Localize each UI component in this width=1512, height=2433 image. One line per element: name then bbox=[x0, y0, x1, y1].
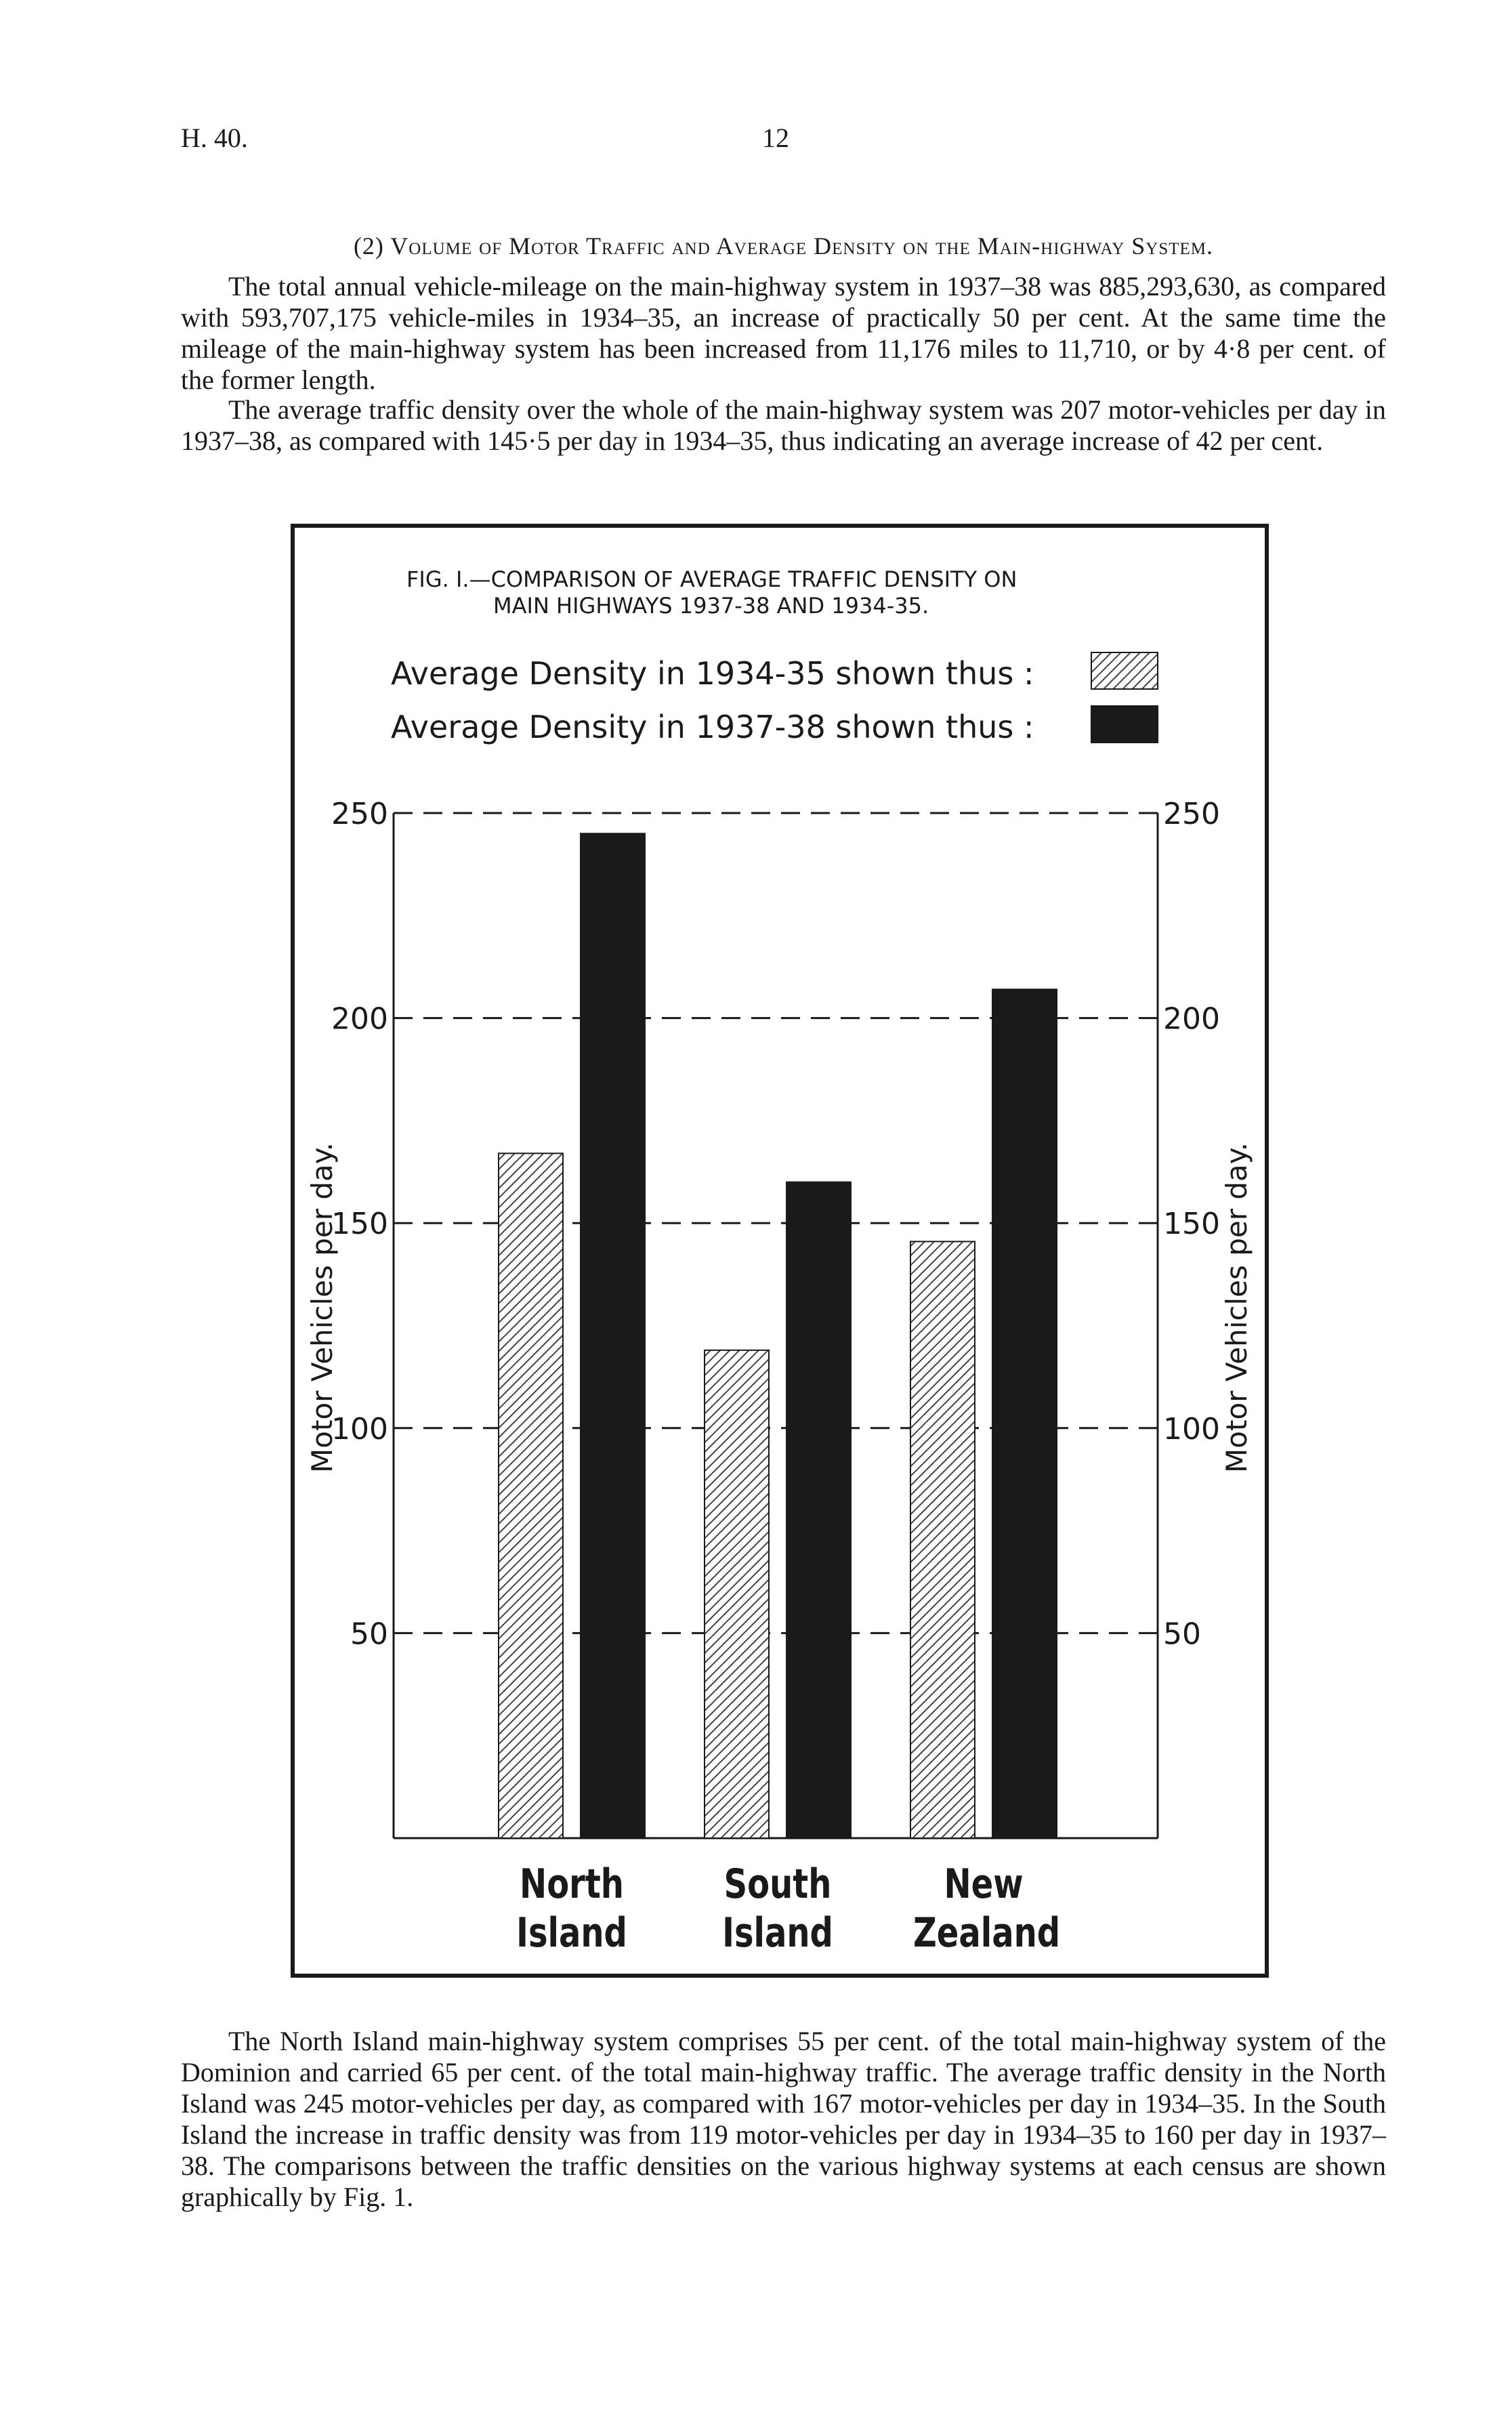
x-tick-label: North Island bbox=[516, 1860, 627, 1957]
paragraph: The average traffic density over the who… bbox=[181, 394, 1386, 456]
page-number: 12 bbox=[762, 123, 789, 153]
legend-swatch bbox=[1091, 652, 1158, 690]
bar bbox=[580, 833, 646, 1839]
y2-tick-label: 250 bbox=[1163, 797, 1220, 831]
chart-title: MAIN HIGHWAYS 1937-38 AND 1934-35. bbox=[493, 593, 929, 619]
paragraph: The North Island main-highway system com… bbox=[181, 2026, 1386, 2212]
y2-tick-label: 100 bbox=[1163, 1412, 1220, 1447]
chart-title: FIG. I.—COMPARISON OF AVERAGE TRAFFIC DE… bbox=[406, 566, 1017, 592]
bar bbox=[786, 1181, 852, 1839]
y2-tick-label: 200 bbox=[1163, 1002, 1220, 1037]
x-tick-label: South Island bbox=[722, 1860, 833, 1957]
paragraph: The total annual vehicle-mileage on the … bbox=[181, 271, 1386, 395]
section-title: (2) Volume of Motor Traffic and Average … bbox=[353, 232, 1214, 259]
y2-tick-label: 150 bbox=[1163, 1207, 1220, 1241]
y-tick-label: 250 bbox=[331, 797, 388, 831]
bar bbox=[498, 1152, 564, 1839]
y-tick-label: 150 bbox=[331, 1207, 388, 1241]
bar bbox=[992, 989, 1057, 1839]
y-tick-label: 200 bbox=[331, 1002, 388, 1037]
legend-label: Average Density in 1934-35 shown thus : bbox=[391, 655, 1034, 692]
bar bbox=[704, 1349, 770, 1839]
figure-frame bbox=[291, 524, 1269, 1978]
y-axis-label: Motor Vehicles per day. bbox=[1220, 1142, 1253, 1473]
header-left: H. 40. bbox=[181, 123, 248, 153]
legend-label: Average Density in 1937-38 shown thus : bbox=[391, 709, 1034, 745]
x-tick-label: New Zealand bbox=[913, 1860, 1061, 1957]
y-tick-label: 50 bbox=[350, 1617, 388, 1651]
y-axis-label: Motor Vehicles per day. bbox=[306, 1142, 339, 1473]
y2-tick-label: 50 bbox=[1163, 1617, 1201, 1651]
y-tick-label: 100 bbox=[331, 1412, 388, 1447]
bar bbox=[910, 1241, 975, 1839]
legend-swatch bbox=[1091, 705, 1158, 743]
